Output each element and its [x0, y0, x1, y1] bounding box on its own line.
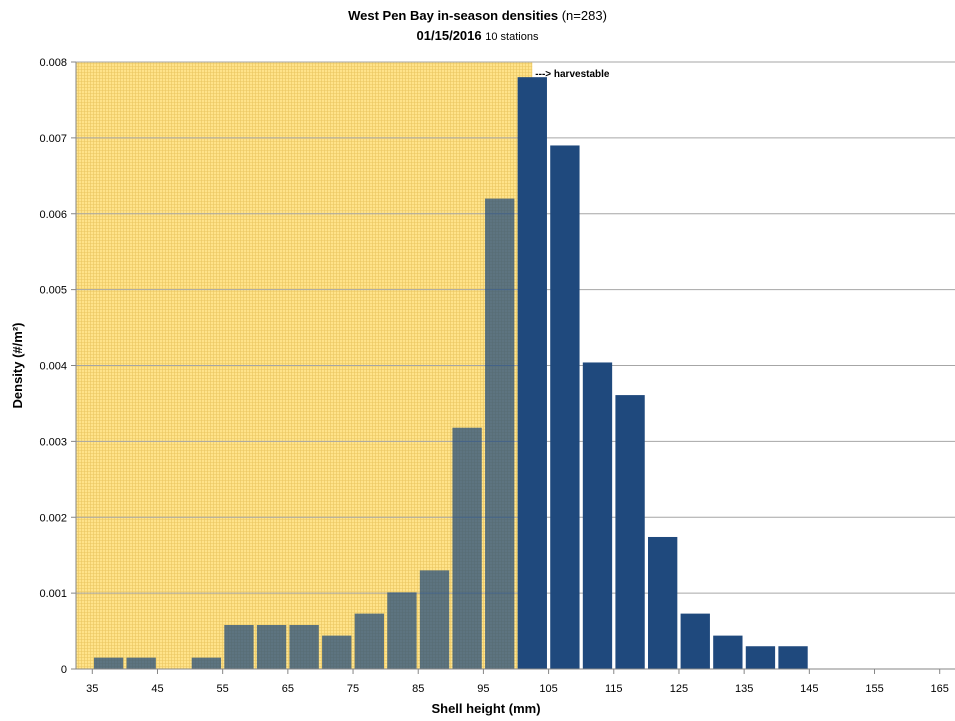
bar	[778, 646, 808, 669]
y-tick-label: 0.007	[39, 133, 67, 145]
x-tick-label: 85	[412, 683, 424, 695]
x-tick-label: 155	[865, 683, 883, 695]
x-tick-label: 115	[605, 683, 623, 695]
x-tick-label: 135	[735, 683, 753, 695]
bar	[387, 592, 417, 669]
x-tick-label: 65	[282, 683, 294, 695]
bar	[582, 362, 613, 669]
y-tick-label: 0.006	[39, 209, 67, 221]
bar	[745, 646, 776, 669]
bar	[419, 570, 450, 669]
x-axis-label: Shell height (mm)	[431, 701, 540, 716]
y-tick-label: 0.001	[39, 588, 67, 600]
bar	[224, 624, 254, 669]
bar	[256, 624, 287, 669]
bar	[680, 613, 710, 669]
chart-subtitle: 01/15/2016 10 stations	[416, 28, 539, 43]
bar	[485, 198, 515, 669]
x-tick-label: 45	[151, 683, 163, 695]
x-tick-label: 145	[800, 683, 818, 695]
x-tick-label: 55	[217, 683, 229, 695]
x-tick-label: 165	[931, 683, 949, 695]
y-tick-label: 0.008	[39, 57, 67, 69]
chart-title: West Pen Bay in-season densities (n=283)	[348, 8, 607, 23]
bar	[517, 77, 547, 670]
bar	[713, 635, 743, 669]
x-tick-label: 35	[86, 683, 98, 695]
x-tick-label: 75	[347, 683, 359, 695]
bar	[126, 657, 156, 669]
y-tick-label: 0	[61, 664, 67, 676]
y-tick-label: 0.003	[39, 436, 67, 448]
bar	[648, 536, 678, 669]
y-tick-label: 0.005	[39, 285, 67, 297]
x-tick-label: 125	[670, 683, 688, 695]
bar	[354, 613, 384, 669]
y-axis-label: Density (#/m²)	[10, 323, 25, 409]
x-tick-label: 105	[539, 683, 557, 695]
bar	[289, 624, 319, 669]
bar	[93, 657, 124, 669]
x-tick-label: 95	[477, 683, 489, 695]
bar	[322, 635, 352, 669]
y-tick-label: 0.004	[39, 361, 67, 373]
bar	[452, 427, 482, 669]
y-tick-label: 0.002	[39, 512, 67, 524]
harvestable-annotation: ---> harvestable	[535, 69, 610, 80]
bar	[550, 145, 580, 669]
bar	[191, 657, 222, 669]
bar	[615, 395, 645, 669]
